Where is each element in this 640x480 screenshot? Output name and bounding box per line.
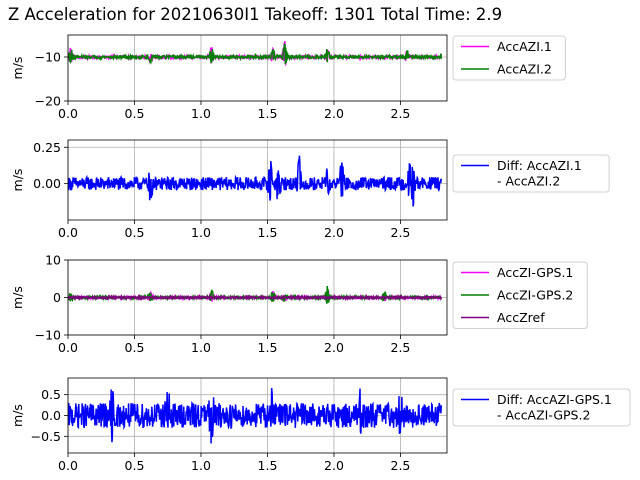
legend-label: AccZref bbox=[497, 310, 545, 325]
series-line-2 bbox=[68, 42, 443, 65]
panels: 0.0 0.5 1.0 1.5 2.0 2.5−10−20m/sAccAZI.1AccAZ… bbox=[10, 34, 631, 473]
legend-label: - AccAZI-GPS.2 bbox=[497, 408, 590, 423]
x-tick-label: 1.0 bbox=[191, 340, 211, 355]
legend-label: Diff: AccAZI.1 bbox=[497, 158, 582, 173]
panel-4: 0.0 0.5 1.0 1.5 2.0 2.5 0.5 0.0 −0.5 m/s Diff: Acc… bbox=[10, 377, 631, 473]
x-tick-label: 2.0 bbox=[324, 225, 344, 240]
panel-1: 0.0 0.5 1.0 1.5 2.0 2.5−10−20m/sAccAZI.1AccAZ… bbox=[10, 34, 566, 121]
y-axis-label: m/s bbox=[10, 404, 25, 427]
x-tick-label: 2.0 bbox=[324, 340, 344, 355]
x-tick-label: 2.0 bbox=[324, 458, 344, 473]
legend-box bbox=[452, 388, 631, 427]
x-tick-label: 0.0 bbox=[58, 106, 78, 121]
x-tick-label: 1.5 bbox=[258, 458, 278, 473]
y-axis-label: m/s bbox=[10, 286, 25, 309]
legend: Diff: AccAZI.1- AccAZI.2 bbox=[452, 154, 610, 193]
y-tick-label: −10 bbox=[35, 328, 61, 343]
series-line-3 bbox=[68, 293, 443, 302]
y-tick-label: 0.0 bbox=[41, 408, 61, 423]
x-tick-label: 1.0 bbox=[191, 458, 211, 473]
y-tick-label: 0.00 bbox=[33, 176, 61, 191]
y-tick-label: 0.5 bbox=[41, 387, 61, 402]
series-line-1 bbox=[68, 41, 443, 67]
y-tick-label: −10 bbox=[35, 50, 61, 65]
figure-title: Z Acceleration for 20210630I1 Takeoff: 1… bbox=[8, 5, 502, 24]
x-tick-label: 2.5 bbox=[391, 458, 411, 473]
y-tick-label: 0 bbox=[53, 290, 61, 305]
legend: AccAZI.1 AccAZI.2 bbox=[452, 35, 566, 81]
x-tick-label: 0.5 bbox=[125, 225, 145, 240]
y-tick-label: −0.5 bbox=[31, 429, 61, 444]
x-tick-label: 0.0 bbox=[58, 340, 78, 355]
legend-label: AccZI-GPS.2 bbox=[497, 288, 573, 303]
x-tick-label: 1.0 bbox=[191, 106, 211, 121]
x-tick-label: 1.5 bbox=[258, 106, 278, 121]
panel-3: 0.0 0.5 1.0 1.5 2.0 2.5100−10m/sAccZI-GPS.1Ac… bbox=[10, 253, 588, 355]
axes-frame bbox=[67, 139, 448, 221]
series-line-1 bbox=[68, 388, 443, 444]
legend-box bbox=[452, 261, 588, 329]
y-axis-label: m/s bbox=[10, 57, 25, 80]
y-axis-label: m/s bbox=[10, 169, 25, 192]
y-tick-label: −20 bbox=[35, 94, 61, 109]
legend-box bbox=[452, 154, 610, 193]
legend-label: - AccAZI.2 bbox=[497, 174, 560, 189]
legend: Diff: AccAZI-GPS.1- AccAZI-GPS.2 bbox=[452, 388, 631, 427]
x-tick-label: 0.5 bbox=[125, 106, 145, 121]
legend-label: Diff: AccAZI-GPS.1 bbox=[497, 392, 612, 407]
x-tick-label: 1.5 bbox=[258, 340, 278, 355]
y-tick-label: 0.25 bbox=[33, 140, 61, 155]
x-tick-label: 2.5 bbox=[391, 106, 411, 121]
legend-label: AccAZI.2 bbox=[497, 62, 552, 77]
x-tick-label: 0.0 bbox=[58, 225, 78, 240]
x-tick-label: 0.0 bbox=[58, 458, 78, 473]
series-line-2 bbox=[68, 285, 443, 304]
x-tick-label: 2.5 bbox=[391, 225, 411, 240]
series-line-1 bbox=[68, 155, 443, 207]
panel-2: 0.0 0.5 1.0 1.5 2.0 2.5 0.25 0.00 m/s Diff: AccAZ… bbox=[10, 139, 610, 240]
legend-label: AccZI-GPS.1 bbox=[497, 265, 573, 280]
legend-label: AccAZI.1 bbox=[497, 39, 552, 54]
x-tick-label: 1.0 bbox=[191, 225, 211, 240]
x-tick-label: 2.0 bbox=[324, 106, 344, 121]
x-tick-label: 0.5 bbox=[125, 340, 145, 355]
legend: AccZI-GPS.1 AccZI-GPS.2 AccZref bbox=[452, 261, 588, 329]
axes-frame bbox=[67, 34, 448, 102]
x-tick-label: 2.5 bbox=[391, 340, 411, 355]
x-tick-label: 1.5 bbox=[258, 225, 278, 240]
y-tick-label: 10 bbox=[45, 253, 61, 268]
x-tick-label: 0.5 bbox=[125, 458, 145, 473]
